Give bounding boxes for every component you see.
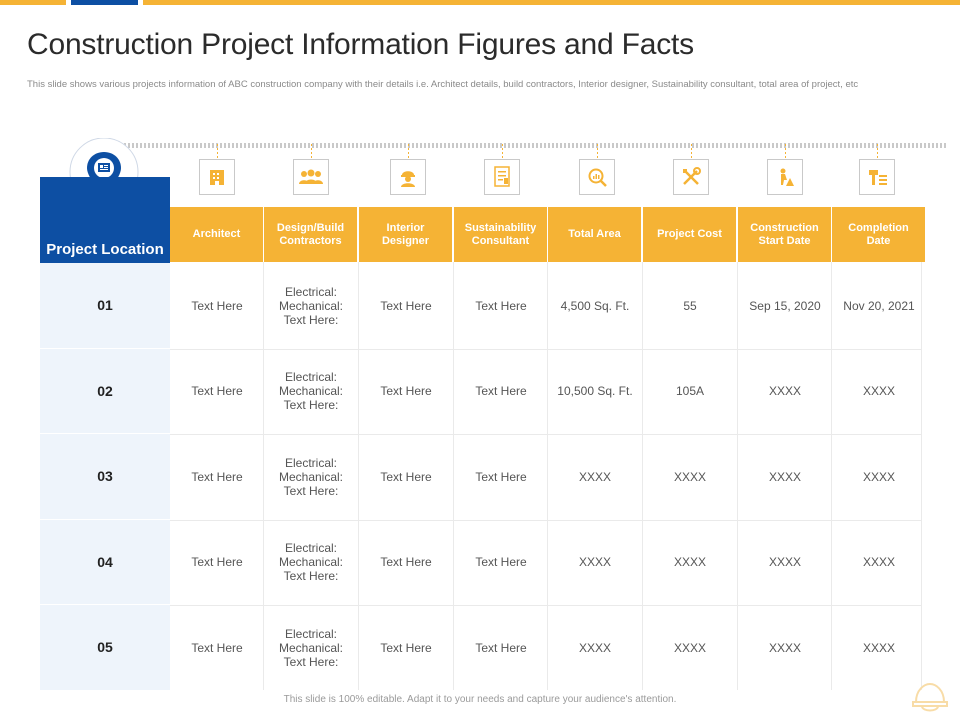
accent-bar-blue <box>71 0 138 5</box>
header-icon-box <box>484 144 520 195</box>
column-header: Architect <box>170 207 263 262</box>
row-divider <box>170 348 922 350</box>
tools-icon <box>680 166 702 188</box>
table-cell: XXXX <box>673 555 706 570</box>
dotted-divider <box>124 143 948 148</box>
table-cell: XXXX <box>673 469 706 484</box>
header-icon-box <box>199 144 235 195</box>
table-cell: Text Here <box>191 555 243 570</box>
row-divider <box>170 519 922 521</box>
building-icon <box>206 166 228 188</box>
table-cell: Text Here <box>191 384 243 399</box>
table-cell: XXXX <box>673 640 706 655</box>
column-divider <box>453 262 454 690</box>
header-icon-box <box>390 144 426 195</box>
table-cell: Text Here <box>475 298 527 313</box>
table-cell: XXXX <box>862 640 895 655</box>
helmet-icon <box>912 682 948 712</box>
column-header: Design/Build Contractors <box>264 207 357 262</box>
header-icon-box <box>673 144 709 195</box>
table-cell: Text Here <box>475 469 527 484</box>
row-number: 01 <box>40 263 170 348</box>
header-icon-box <box>579 144 615 195</box>
column-header: Sustainability Consultant <box>454 207 547 262</box>
table-cell: Sep 15, 2020 <box>749 298 821 313</box>
row-number: 02 <box>40 348 170 433</box>
table-cell: XXXX <box>578 640 611 655</box>
header-icon-box <box>767 144 803 195</box>
page-subtitle: This slide shows various projects inform… <box>27 79 859 90</box>
table-cell: Electrical: Mechanical: Text Here: <box>278 626 344 669</box>
table-cell: Text Here <box>380 469 432 484</box>
column-header: Total Area <box>548 207 641 262</box>
worker-icon <box>397 166 419 188</box>
accent-bar-orange-left <box>0 0 66 5</box>
table-cell: XXXX <box>768 384 801 399</box>
table-cell: Text Here <box>191 469 243 484</box>
table-cell: 105A <box>675 384 705 399</box>
project-location-header: Project Location <box>40 177 170 263</box>
column-divider <box>921 262 922 690</box>
table-cell: Electrical: Mechanical: Text Here: <box>278 370 344 413</box>
column-header: Construction Start Date <box>738 207 831 262</box>
column-divider <box>547 262 548 690</box>
hammer-icon <box>865 166 889 188</box>
table-cell: Electrical: Mechanical: Text Here: <box>278 455 344 498</box>
row-divider <box>170 434 922 435</box>
column-divider <box>358 262 359 690</box>
table-cell: Text Here <box>191 640 243 655</box>
column-divider <box>642 262 643 690</box>
footer-note: This slide is 100% editable. Adapt it to… <box>283 694 677 705</box>
construction-worker-icon <box>774 166 796 188</box>
table-cell: Text Here <box>380 555 432 570</box>
table-cell: Text Here <box>380 298 432 313</box>
column-divider <box>263 262 264 690</box>
column-divider <box>831 262 832 690</box>
table-cell: XXXX <box>862 384 895 399</box>
table-cell: Text Here <box>475 555 527 570</box>
top-accent-bars <box>0 0 960 5</box>
table-cell: Nov 20, 2021 <box>843 298 915 313</box>
table-cell: XXXX <box>768 555 801 570</box>
table-cell: XXXX <box>862 555 895 570</box>
table-cell: Text Here <box>380 640 432 655</box>
accent-bar-orange-right <box>143 0 960 5</box>
table-cell: Text Here <box>191 298 243 313</box>
row-number: 03 <box>40 434 170 519</box>
page-title: Construction Project Information Figures… <box>27 28 694 61</box>
table-cell: 55 <box>683 298 697 313</box>
row-number: 05 <box>40 605 170 690</box>
column-divider <box>737 262 738 690</box>
team-icon <box>296 166 326 188</box>
row-number: 04 <box>40 519 170 604</box>
table-cell: Electrical: Mechanical: Text Here: <box>278 284 344 327</box>
table-cell: Electrical: Mechanical: Text Here: <box>278 541 344 584</box>
document-icon <box>491 165 513 189</box>
table-cell: XXXX <box>578 555 611 570</box>
table-cell: XXXX <box>862 469 895 484</box>
column-header: Completion Date <box>832 207 925 262</box>
table-cell: XXXX <box>578 469 611 484</box>
column-header: Interior Designer <box>359 207 452 262</box>
table-cell: 10,500 Sq. Ft. <box>557 384 633 399</box>
header-icon-box <box>859 144 895 195</box>
row-divider <box>170 605 922 606</box>
table-cell: Text Here <box>380 384 432 399</box>
magnifier-chart-icon <box>586 166 608 188</box>
table-cell: Text Here <box>475 384 527 399</box>
table-cell: XXXX <box>768 640 801 655</box>
table-cell: Text Here <box>475 640 527 655</box>
header-icon-box <box>293 144 329 195</box>
table-cell: XXXX <box>768 469 801 484</box>
table-cell: 4,500 Sq. Ft. <box>560 298 630 313</box>
column-header: Project Cost <box>643 207 736 262</box>
